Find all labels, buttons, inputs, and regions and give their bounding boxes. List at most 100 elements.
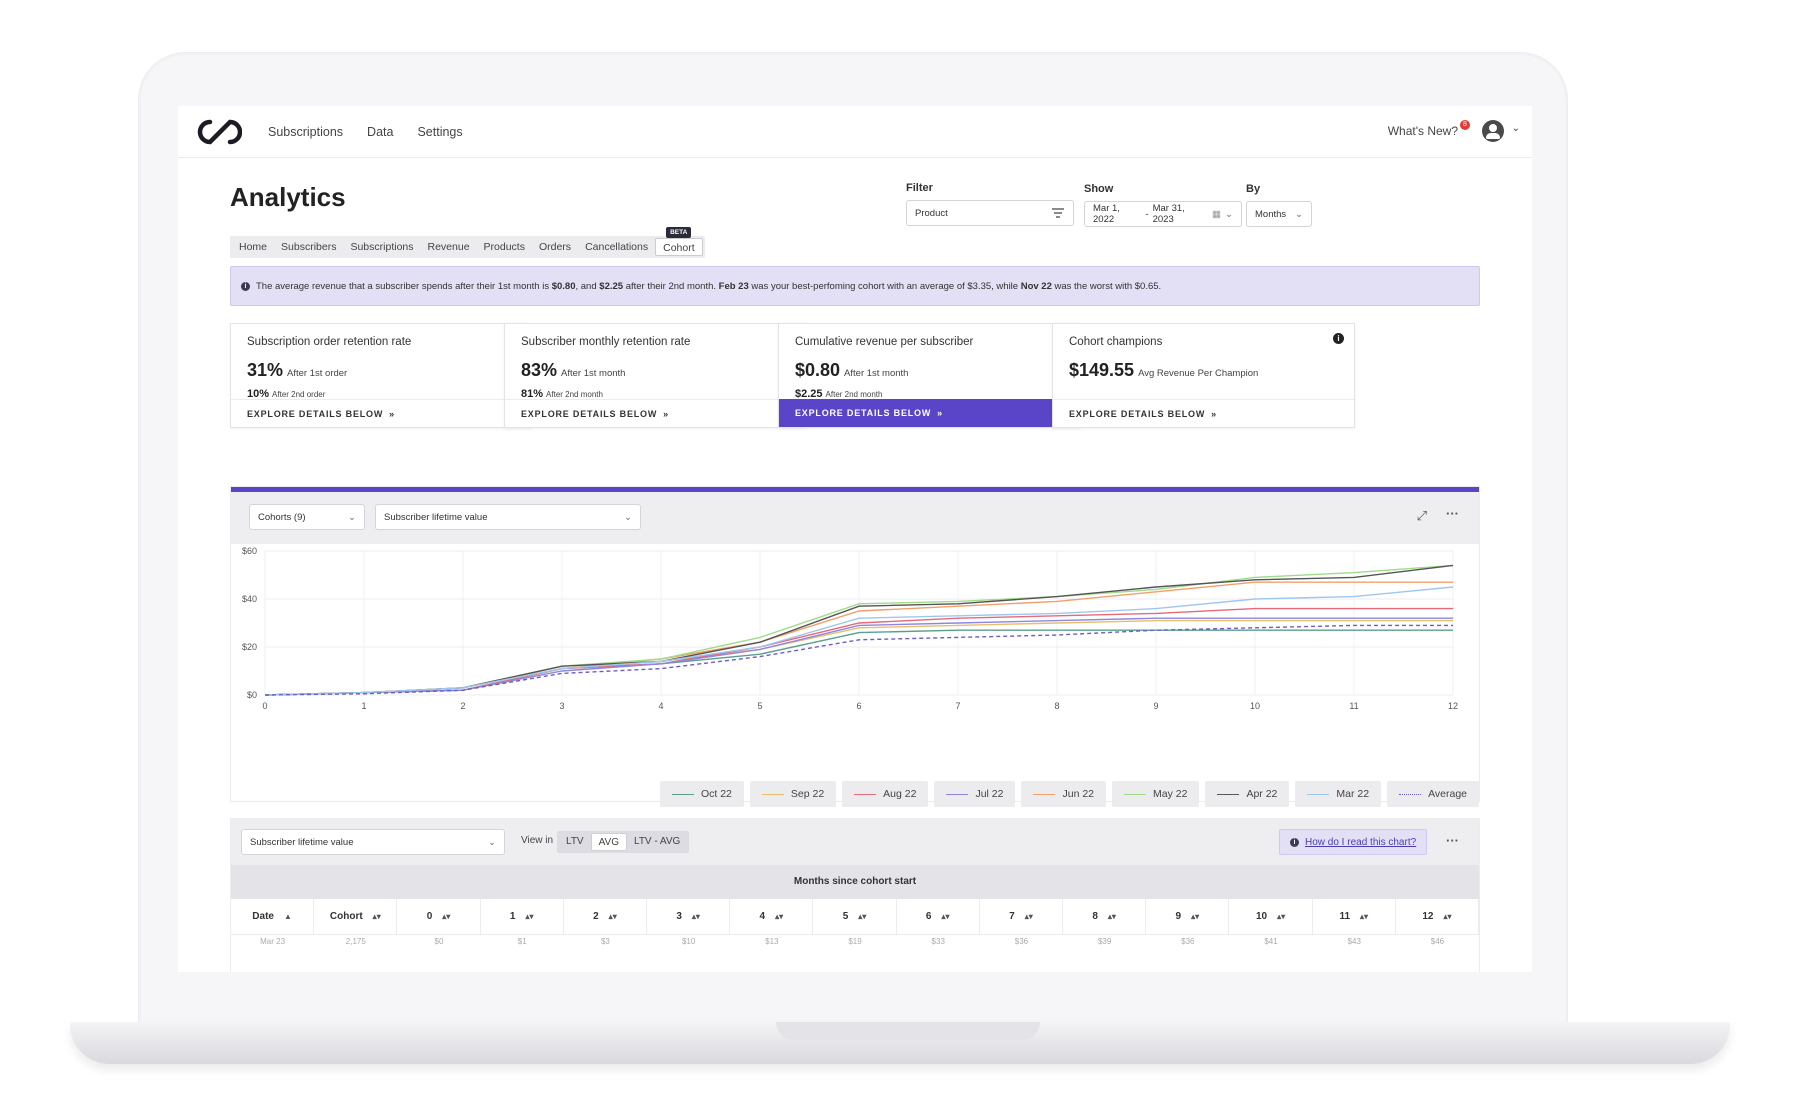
column-header[interactable]: 0 ▴▾ [397, 899, 481, 934]
legend-label: Mar 22 [1336, 788, 1370, 800]
tab-cohort[interactable]: BETA Cohort [655, 227, 703, 256]
sort-icon: ▴▾ [608, 912, 617, 921]
column-header-label: 7 [1009, 911, 1015, 922]
sort-icon: ▴▾ [1277, 912, 1286, 921]
column-header[interactable]: 2 ▴▾ [564, 899, 648, 934]
tab-subscriptions[interactable]: Subscriptions [350, 241, 414, 253]
tab-cancellations[interactable]: Cancellations [585, 241, 649, 253]
column-header[interactable]: 7 ▴▾ [980, 899, 1064, 934]
explore-details-button[interactable]: EXPLORE DETAILS BELOW» [779, 399, 1080, 427]
double-chevron-down-icon: » [663, 408, 669, 419]
column-header[interactable]: 6 ▴▾ [897, 899, 980, 934]
sort-icon: ▴▾ [525, 912, 534, 921]
explore-details-button[interactable]: EXPLORE DETAILS BELOW» [505, 399, 806, 427]
column-header[interactable]: Date ▲ [231, 899, 315, 934]
double-chevron-down-icon: » [1211, 408, 1217, 419]
table-cell: $46 [1430, 937, 1445, 946]
nav-link-subscriptions[interactable]: Subscriptions [268, 125, 344, 139]
column-header[interactable]: 5 ▴▾ [813, 899, 897, 934]
tab-cohort-label: Cohort [663, 242, 695, 254]
legend-item-jun-22[interactable]: Jun 22 [1021, 781, 1107, 807]
tab-subscribers[interactable]: Subscribers [281, 241, 337, 253]
tab-revenue[interactable]: Revenue [427, 241, 470, 253]
brand-logo-icon[interactable] [196, 118, 242, 146]
date-start[interactable]: Mar 1, 2022 [1093, 203, 1120, 225]
filter-select[interactable]: Product [906, 200, 1074, 226]
legend-swatch [1124, 793, 1147, 795]
table-toolbar: Subscriber lifetime value ⌄ View in LTV … [231, 819, 1479, 865]
column-header-label: 12 [1422, 911, 1434, 922]
double-chevron-down-icon: » [937, 408, 943, 418]
table-cell: $0 [434, 937, 444, 946]
legend-item-aug-22[interactable]: Aug 22 [842, 781, 929, 807]
chevron-down-icon[interactable]: ⌄ [1511, 123, 1520, 134]
tab-home[interactable]: Home [239, 241, 268, 253]
sort-icon: ▴▾ [1360, 912, 1369, 921]
column-header-label: Date [252, 911, 274, 922]
table-cell: $39 [1097, 937, 1112, 946]
column-header[interactable]: 8 ▴▾ [1063, 899, 1147, 934]
x-tick-label: 9 [1153, 701, 1158, 711]
table-cell: $33 [931, 937, 945, 946]
legend-item-mar-22[interactable]: Mar 22 [1295, 781, 1382, 807]
column-header[interactable]: 1 ▴▾ [481, 899, 564, 934]
legend-label: Average [1428, 788, 1467, 800]
more-horizontal-icon[interactable]: ··· [1446, 506, 1459, 521]
metric-select[interactable]: Subscriber lifetime value ⌄ [375, 504, 641, 530]
tab-orders[interactable]: Orders [538, 241, 572, 253]
expand-icon[interactable]: ⤢ [1416, 508, 1427, 523]
kpi-card-cumulative-revenue: Cumulative revenue per subscriber i $0.8… [778, 323, 1081, 428]
table-cell: $13 [765, 937, 779, 946]
view-option-ltv-avg[interactable]: LTV - AVG [634, 836, 681, 847]
legend-label: May 22 [1153, 788, 1188, 800]
table-cell: $41 [1264, 937, 1278, 946]
by-select[interactable]: Months ⌄ [1246, 201, 1312, 227]
nav-link-settings[interactable]: Settings [417, 125, 463, 139]
cohorts-select[interactable]: Cohorts (9) ⌄ [249, 504, 365, 530]
legend-label: Oct 22 [700, 788, 732, 800]
legend-item-sep-22[interactable]: Sep 22 [749, 781, 837, 807]
column-header-label: 2 [593, 911, 599, 922]
y-tick-label: $20 [242, 642, 257, 652]
laptop-notch [776, 1022, 1040, 1040]
series-line-average [264, 624, 1453, 696]
table-cell: $3 [600, 937, 610, 946]
legend-item-apr-22[interactable]: Apr 22 [1205, 781, 1290, 807]
info-icon[interactable]: i [1333, 333, 1344, 344]
column-header[interactable]: 9 ▴▾ [1146, 899, 1230, 934]
explore-details-button[interactable]: EXPLORE DETAILS BELOW» [1053, 399, 1354, 427]
card-title: Subscription order retention rate [247, 336, 412, 348]
column-header[interactable]: 3 ▴▾ [647, 899, 731, 934]
nav-link-data[interactable]: Data [367, 125, 394, 139]
legend-item-average[interactable]: Average [1387, 781, 1479, 807]
column-header[interactable]: 12 ▴▾ [1396, 899, 1480, 934]
column-header[interactable]: 4 ▴▾ [730, 899, 814, 934]
card-secondary-value: $2.25 After 2nd month [795, 388, 883, 400]
date-end[interactable]: Mar 31, 2023 [1152, 203, 1185, 225]
chevron-down-icon: ⌄ [1225, 208, 1233, 220]
legend-item-jul-22[interactable]: Jul 22 [934, 781, 1016, 807]
insight-banner: i The average revenue that a subscriber … [230, 266, 1480, 306]
view-option-avg[interactable]: AVG [590, 833, 627, 851]
legend-label: Sep 22 [790, 788, 825, 800]
column-header[interactable]: 10 ▴▾ [1229, 899, 1313, 934]
legend-item-may-22[interactable]: May 22 [1112, 781, 1200, 807]
double-chevron-down-icon: » [389, 408, 395, 419]
app-screen: Subscriptions Data Settings What's New? … [178, 106, 1532, 972]
tab-products[interactable]: Products [483, 241, 525, 253]
legend-item-oct-22[interactable]: Oct 22 [659, 781, 744, 807]
explore-details-button[interactable]: EXPLORE DETAILS BELOW» [231, 399, 532, 427]
date-range-picker[interactable]: Mar 1, 2022 - Mar 31, 2023 ▦ ⌄ [1084, 201, 1242, 227]
view-option-ltv[interactable]: LTV [566, 836, 584, 847]
kpi-card-order-retention: Subscription order retention rate i 31%A… [230, 323, 533, 428]
more-horizontal-icon[interactable]: ··· [1446, 833, 1459, 848]
column-header-label: 5 [842, 911, 849, 922]
column-header[interactable]: 11 ▴▾ [1313, 899, 1396, 934]
whats-new-link[interactable]: What's New? [1387, 124, 1458, 138]
table-metric-select[interactable]: Subscriber lifetime value ⌄ [241, 829, 505, 855]
how-to-read-link[interactable]: i How do I read this chart? [1279, 829, 1428, 855]
legend-swatch [1399, 793, 1422, 795]
column-header[interactable]: Cohort ▴▾ [314, 899, 398, 934]
user-avatar-icon[interactable] [1482, 120, 1504, 142]
card-secondary-value: 10% After 2nd order [247, 388, 326, 400]
